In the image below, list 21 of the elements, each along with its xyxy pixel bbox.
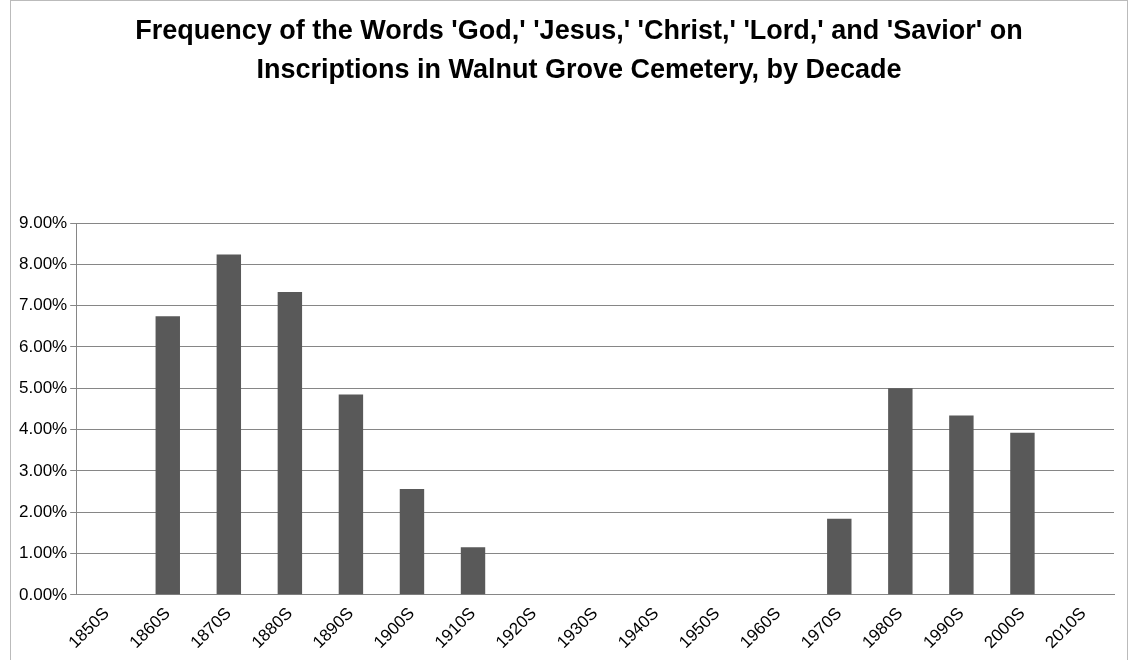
bar: [1010, 432, 1035, 595]
chart-title: Frequency of the Words 'God,' 'Jesus,' 'Christ,' 'Lord,' and 'Savior' on Inscriptions in Walnut Grove Cemetery, by Decade: [134, 14, 1024, 86]
y-tick-label: 4.00%: [19, 419, 68, 439]
y-tick-label: 6.00%: [19, 336, 68, 356]
bar: [460, 547, 486, 595]
bar: [277, 291, 303, 595]
y-tick-label: 0.00%: [19, 584, 68, 604]
y-tick-label: 9.00%: [19, 212, 68, 232]
y-tick-label: 3.00%: [19, 460, 68, 480]
bar: [949, 415, 974, 595]
y-tick-label: 8.00%: [19, 254, 68, 273]
bar: [888, 388, 913, 595]
bar: [399, 489, 425, 595]
y-tick-label: 5.00%: [19, 377, 68, 397]
bar: [338, 394, 364, 595]
bar: [827, 518, 852, 595]
y-tick-label: 7.00%: [19, 295, 68, 315]
bar: [155, 316, 180, 595]
y-tick-label: 2.00%: [19, 501, 68, 521]
y-tick-label: 1.00%: [19, 543, 68, 563]
bar: [216, 254, 242, 595]
